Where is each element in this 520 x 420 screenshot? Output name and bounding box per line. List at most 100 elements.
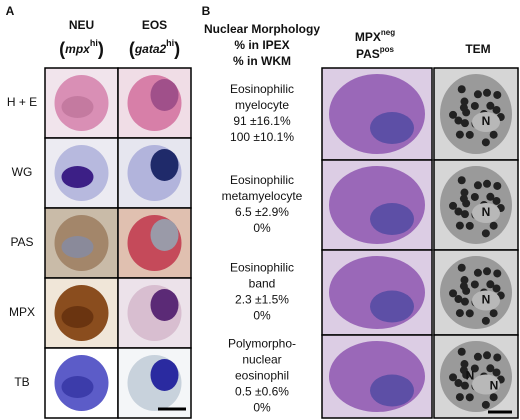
granule bbox=[457, 347, 466, 356]
nucleus bbox=[370, 112, 414, 144]
column-header: NEU bbox=[69, 18, 94, 32]
stage-name: eosinophil bbox=[235, 369, 289, 383]
stage-name: Eosinophilic bbox=[230, 82, 294, 96]
granule bbox=[473, 352, 482, 361]
ipex-value: 6.5 ±2.9% bbox=[235, 205, 289, 219]
granule bbox=[493, 181, 502, 190]
row-label: WG bbox=[12, 165, 33, 179]
granule bbox=[460, 210, 469, 219]
nucleus bbox=[150, 359, 179, 391]
superscript: pos bbox=[380, 45, 395, 54]
stage-name: metamyelocyte bbox=[222, 189, 303, 203]
stage-name: Eosinophilic bbox=[230, 261, 294, 275]
granule bbox=[492, 284, 501, 293]
header: Nuclear Morphology bbox=[204, 22, 320, 36]
panel-label: B bbox=[202, 4, 211, 18]
superscript: hi bbox=[90, 38, 98, 48]
stage-name: myelocyte bbox=[235, 98, 289, 112]
cell-body bbox=[329, 166, 425, 244]
stage-name: nuclear bbox=[242, 353, 281, 367]
granule bbox=[455, 130, 464, 139]
header: % in WKM bbox=[233, 54, 291, 68]
nucleus bbox=[61, 376, 94, 398]
granule bbox=[493, 269, 502, 278]
granule bbox=[470, 364, 479, 373]
granule bbox=[459, 103, 468, 112]
stain-header: MPXneg bbox=[355, 28, 395, 44]
granule bbox=[492, 368, 501, 377]
column-header: EOS bbox=[142, 18, 167, 32]
nucleus bbox=[150, 289, 179, 321]
granule bbox=[486, 364, 495, 373]
paren: ( bbox=[59, 39, 65, 59]
ipex-value: 0.5 ±0.6% bbox=[235, 385, 289, 399]
nucleus bbox=[472, 112, 500, 132]
granule bbox=[455, 309, 464, 318]
gene: gata2 bbox=[134, 42, 167, 56]
granule bbox=[459, 194, 468, 203]
nucleus bbox=[150, 219, 179, 251]
granule bbox=[486, 280, 495, 289]
granule bbox=[493, 353, 502, 362]
granule bbox=[460, 360, 469, 369]
granule bbox=[489, 221, 498, 230]
nucleus-label: N bbox=[490, 379, 499, 393]
granule bbox=[449, 110, 458, 119]
granule bbox=[455, 221, 464, 230]
wkm-value: 0% bbox=[253, 309, 271, 323]
granule bbox=[454, 116, 463, 125]
granule bbox=[473, 90, 482, 99]
cell-body bbox=[329, 74, 425, 154]
granule bbox=[489, 130, 498, 139]
wkm-value: 100 ±10.1% bbox=[230, 130, 294, 144]
paren: ) bbox=[174, 39, 180, 59]
header: TEM bbox=[465, 42, 490, 56]
granule bbox=[465, 393, 474, 402]
granule bbox=[483, 88, 492, 97]
stain: MPX bbox=[355, 30, 381, 44]
nucleus bbox=[61, 236, 94, 258]
granule bbox=[492, 196, 501, 205]
granule bbox=[489, 309, 498, 318]
gene: mpx bbox=[65, 42, 91, 56]
granule bbox=[449, 289, 458, 298]
granule bbox=[492, 105, 501, 114]
granule bbox=[493, 90, 502, 99]
row-label: MPX bbox=[9, 305, 35, 319]
panel-label: A bbox=[6, 4, 15, 18]
nucleus bbox=[61, 96, 94, 118]
nucleus bbox=[472, 203, 500, 223]
superscript: hi bbox=[166, 38, 174, 48]
stage-name: band bbox=[249, 277, 276, 291]
granule bbox=[460, 97, 469, 106]
wkm-value: 0% bbox=[253, 401, 271, 415]
nucleus bbox=[61, 306, 94, 328]
nucleus-label: N bbox=[466, 369, 475, 383]
granule bbox=[481, 316, 490, 325]
granule bbox=[454, 379, 463, 388]
nucleus bbox=[150, 79, 179, 111]
granule bbox=[483, 267, 492, 276]
granule bbox=[454, 295, 463, 304]
granule bbox=[457, 176, 466, 185]
granule bbox=[489, 393, 498, 402]
granule bbox=[465, 221, 474, 230]
granule bbox=[481, 229, 490, 238]
granule bbox=[486, 192, 495, 201]
nucleus-label: N bbox=[482, 114, 491, 128]
stage-name: Eosinophilic bbox=[230, 173, 294, 187]
granule bbox=[473, 181, 482, 190]
superscript: neg bbox=[381, 28, 395, 37]
granule bbox=[473, 268, 482, 277]
granule bbox=[465, 130, 474, 139]
granule bbox=[470, 101, 479, 110]
granule bbox=[455, 393, 464, 402]
row-label: PAS bbox=[10, 235, 33, 249]
nucleus bbox=[150, 149, 179, 181]
nucleus-label: N bbox=[482, 205, 491, 219]
granule bbox=[460, 297, 469, 306]
granule bbox=[481, 138, 490, 147]
granule bbox=[465, 309, 474, 318]
granule bbox=[481, 400, 490, 409]
